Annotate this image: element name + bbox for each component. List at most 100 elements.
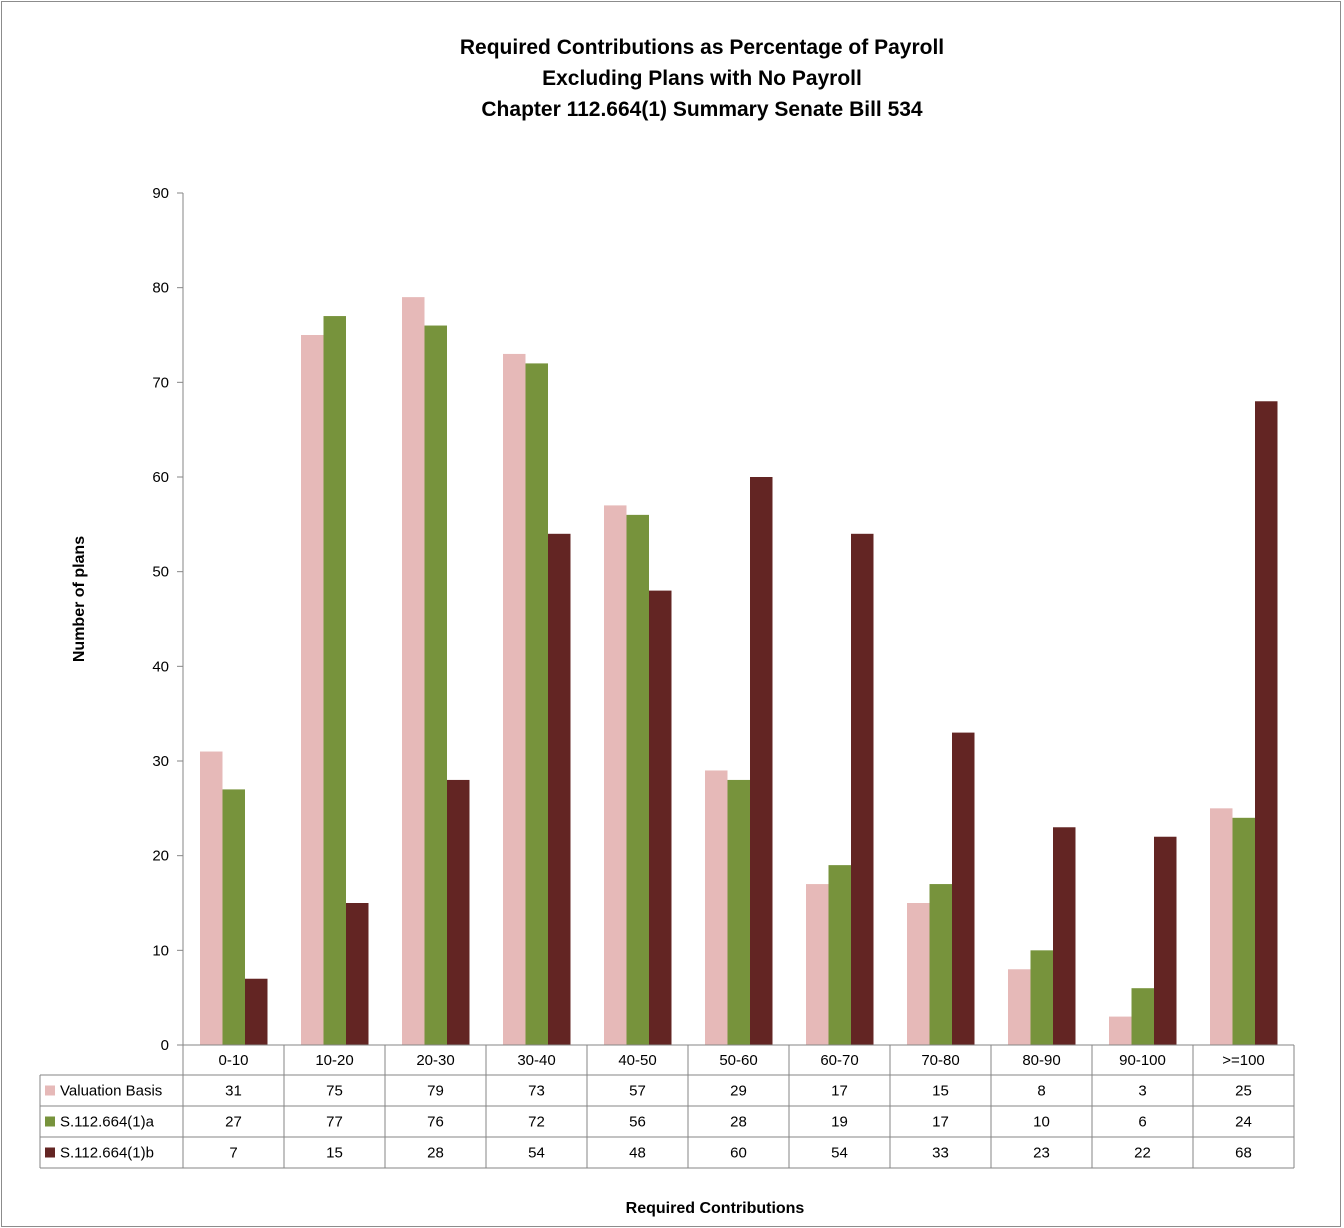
bar [929, 884, 952, 1045]
data-label: 77 [326, 1114, 343, 1131]
x-tick-label: 10-20 [315, 1052, 353, 1069]
y-tick-label: 40 [152, 658, 169, 675]
y-tick-label: 0 [161, 1037, 169, 1054]
bar [1154, 836, 1177, 1045]
data-label: 3 [1138, 1083, 1146, 1100]
legend-label: Valuation Basis [60, 1083, 162, 1100]
data-label: 57 [629, 1083, 646, 1100]
data-label: 29 [730, 1083, 747, 1100]
data-label: 33 [932, 1145, 949, 1162]
data-label: 73 [528, 1083, 545, 1100]
data-label: 28 [427, 1145, 444, 1162]
data-label: 27 [225, 1114, 242, 1131]
data-label: 54 [831, 1145, 848, 1162]
data-label: 72 [528, 1114, 545, 1131]
bar [503, 353, 526, 1045]
data-label: 75 [326, 1083, 343, 1100]
bar [1232, 817, 1255, 1045]
bar [649, 590, 672, 1045]
data-label: 23 [1033, 1145, 1050, 1162]
bar [402, 297, 425, 1046]
y-tick-label: 60 [152, 469, 169, 486]
data-label: 31 [225, 1083, 242, 1100]
bar [525, 363, 548, 1045]
bar [222, 789, 245, 1045]
bar [750, 477, 773, 1045]
data-label: 76 [427, 1114, 444, 1131]
legend-key [45, 1147, 55, 1158]
x-tick-label: 40-50 [618, 1052, 656, 1069]
chart-title: Required Contributions as Percentage of … [0, 32, 1344, 125]
bar [323, 316, 346, 1046]
bar [907, 903, 930, 1045]
data-label: 10 [1033, 1114, 1050, 1131]
data-label: 22 [1134, 1145, 1151, 1162]
bar [1030, 950, 1053, 1045]
y-tick-label: 30 [152, 753, 169, 770]
data-label: 6 [1138, 1114, 1146, 1131]
bar [245, 978, 268, 1045]
data-label: 24 [1235, 1114, 1252, 1131]
chart-title-line-2: Excluding Plans with No Payroll [542, 67, 862, 90]
bar [346, 903, 369, 1045]
x-tick-label: >=100 [1222, 1052, 1265, 1069]
bar [806, 884, 829, 1045]
data-label: 56 [629, 1114, 646, 1131]
legend-label: S.112.664(1)b [60, 1145, 154, 1162]
bar [626, 514, 649, 1045]
y-tick-label: 80 [152, 280, 169, 297]
data-label: 28 [730, 1114, 747, 1131]
x-tick-label: 90-100 [1119, 1052, 1166, 1069]
bar [447, 779, 470, 1045]
bar [301, 335, 324, 1045]
bar [851, 533, 874, 1045]
x-tick-label: 50-60 [719, 1052, 757, 1069]
bar [1210, 808, 1233, 1045]
x-tick-label: 60-70 [820, 1052, 858, 1069]
bar [952, 732, 975, 1045]
bar [424, 325, 447, 1045]
x-tick-label: 0-10 [218, 1052, 248, 1069]
x-tick-label: 70-80 [921, 1052, 959, 1069]
data-label: 17 [831, 1083, 848, 1100]
y-tick-label: 70 [152, 374, 169, 391]
data-label: 19 [831, 1114, 848, 1131]
y-tick-label: 50 [152, 564, 169, 581]
x-tick-label: 80-90 [1022, 1052, 1060, 1069]
bar [200, 751, 223, 1045]
data-label: 48 [629, 1145, 646, 1162]
data-label: 68 [1235, 1145, 1252, 1162]
legend-label: S.112.664(1)a [60, 1114, 155, 1131]
data-label: 8 [1037, 1083, 1045, 1100]
data-label: 25 [1235, 1083, 1252, 1100]
chart-title-line-1: Required Contributions as Percentage of … [459, 36, 945, 59]
bar [1053, 827, 1076, 1045]
y-tick-label: 90 [152, 185, 169, 202]
legend-key [45, 1116, 55, 1127]
bar [604, 505, 627, 1045]
y-tick-label: 10 [152, 942, 169, 959]
bar [548, 533, 571, 1045]
bar [1109, 1016, 1132, 1045]
data-label: 15 [932, 1083, 949, 1100]
x-axis-label: Required Contributions [625, 1200, 805, 1217]
data-label: 79 [427, 1083, 444, 1100]
chart-title-line-3: Chapter 112.664(1) Summary Senate Bill 5… [481, 98, 923, 121]
bar [1131, 988, 1154, 1045]
data-label: 54 [528, 1145, 545, 1162]
bar [727, 779, 750, 1045]
bar [705, 770, 728, 1045]
bar [828, 865, 851, 1045]
data-label: 7 [229, 1145, 237, 1162]
legend-key [45, 1085, 55, 1096]
data-label: 60 [730, 1145, 747, 1162]
data-label: 17 [932, 1114, 949, 1131]
y-tick-label: 20 [152, 848, 169, 865]
bar [1255, 401, 1278, 1045]
x-tick-label: 20-30 [416, 1052, 454, 1069]
data-label: 15 [326, 1145, 343, 1162]
x-tick-label: 30-40 [517, 1052, 555, 1069]
bar [1008, 969, 1031, 1045]
